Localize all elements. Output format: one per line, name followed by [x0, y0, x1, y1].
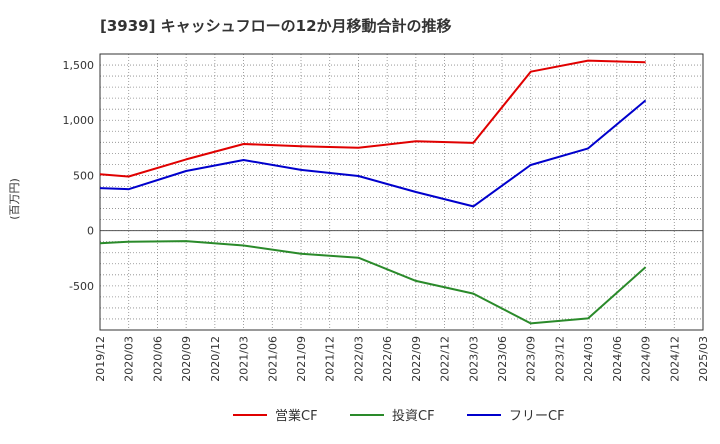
- legend-label-3: フリーCF: [509, 409, 565, 424]
- legend-label-1: 営業CF: [275, 408, 318, 424]
- plot-frame: [99, 53, 704, 331]
- x-tick-label: 2025/03: [697, 336, 710, 382]
- x-tick-label: 2021/03: [238, 336, 251, 382]
- x-tick-label: 2020/12: [209, 336, 222, 382]
- x-tick-label: 2024/06: [611, 336, 624, 382]
- x-tick-label: 2021/09: [295, 336, 308, 382]
- x-tick-label: 2020/09: [180, 336, 193, 382]
- chart-title: [3939] キャッシュフローの12か月移動合計の推移: [100, 17, 452, 35]
- y-axis-label: (百万円): [8, 178, 21, 220]
- x-tick-label: 2020/03: [123, 336, 136, 382]
- x-tick-label: 2022/03: [352, 336, 365, 382]
- x-tick-label: 2023/03: [467, 336, 480, 382]
- y-tick-label: -500: [69, 280, 94, 293]
- legend: 営業CF 投資CF フリーCF: [233, 408, 565, 424]
- x-tick-label: 2024/12: [668, 336, 681, 382]
- x-tick-label: 2024/03: [582, 336, 595, 382]
- plot-background: [100, 54, 703, 330]
- x-tick-label: 2021/06: [266, 336, 279, 382]
- plot-area: -500 0 500 1,000 1,500 2019/12 2020/03 2020/06 2…: [63, 53, 710, 382]
- x-tick-label: 2023/06: [496, 336, 509, 382]
- x-tick-label: 2023/09: [525, 336, 538, 382]
- x-tick-label: 2022/12: [439, 336, 452, 382]
- series-line-2: [99, 240, 647, 325]
- x-tick-label: 2019/12: [94, 336, 107, 382]
- series-line-1: [99, 59, 646, 178]
- y-tick-label: 1,500: [63, 59, 95, 72]
- x-tick-label: 2020/06: [151, 336, 164, 382]
- y-tick-label: 1,000: [63, 114, 95, 127]
- y-tick-label: 500: [73, 169, 94, 182]
- x-tick-label: 2022/06: [381, 336, 394, 382]
- x-tick-label: 2022/09: [410, 336, 423, 382]
- x-tick-label: 2024/09: [640, 336, 653, 382]
- series-line-3: [99, 99, 647, 208]
- x-tick-label: 2021/12: [324, 336, 337, 382]
- y-tick-label: 0: [87, 225, 94, 238]
- x-tick-label: 2023/12: [553, 336, 566, 382]
- legend-label-2: 投資CF: [392, 408, 435, 424]
